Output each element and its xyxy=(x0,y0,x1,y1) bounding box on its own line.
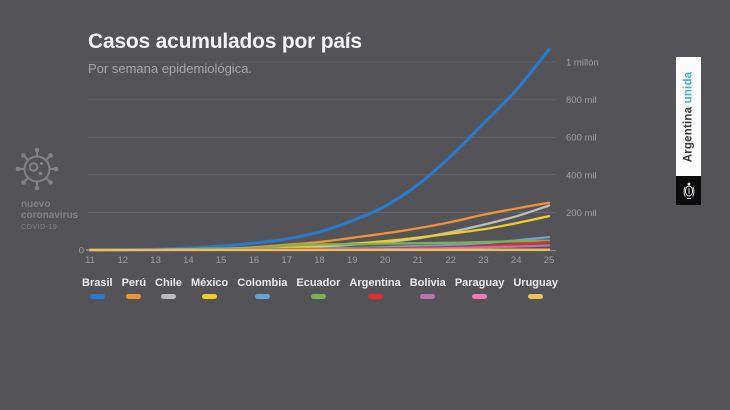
argentina-word: Argentina xyxy=(682,106,695,162)
covid-branding: nuevo coronavirus COVID-19 xyxy=(14,146,84,231)
legend-swatch xyxy=(126,294,142,299)
legend-label: Perú xyxy=(121,277,147,289)
legend-swatch xyxy=(161,294,176,299)
argentina-unida-label: Argentina unida xyxy=(683,71,695,162)
legend-item-paraguay: Paraguay xyxy=(454,277,505,299)
x-tick-label: 17 xyxy=(281,255,292,266)
legend-item-mexico: México xyxy=(191,277,228,299)
legend-item-peru: Perú xyxy=(122,277,146,299)
legend-label: Argentina xyxy=(349,277,401,289)
y-tick-label: 1 millón xyxy=(566,58,599,69)
legend-item-uruguay: Uruguay xyxy=(513,277,558,299)
y-tick-label: 200 mil xyxy=(566,208,597,219)
brand-word-nuevo: nuevo xyxy=(21,199,51,210)
legend-swatch xyxy=(528,294,544,299)
legend-label: Uruguay xyxy=(513,277,558,289)
legend-label: Ecuador xyxy=(296,277,341,289)
argentina-coat-of-arms-icon xyxy=(683,182,694,199)
legend-label: Paraguay xyxy=(454,277,505,289)
x-tick-label: 22 xyxy=(445,255,456,266)
y-tick-label: 600 mil xyxy=(566,133,597,144)
series-line-brasil xyxy=(88,47,551,252)
x-tick-label: 20 xyxy=(380,255,391,266)
brand-word-coronavirus: coronavirus xyxy=(21,209,79,221)
legend-label: Bolivia xyxy=(409,277,446,289)
legend-swatch xyxy=(202,294,218,299)
x-tick-label: 11 xyxy=(85,255,95,266)
legend-item-chile: Chile xyxy=(155,277,182,299)
chart-header: Casos acumulados por país Por semana epi… xyxy=(88,30,362,76)
legend-swatch xyxy=(310,294,326,299)
x-tick-label: 25 xyxy=(544,255,555,266)
y-tick-label: 400 mil xyxy=(566,170,597,181)
x-tick-label: 13 xyxy=(150,255,161,266)
y-tick-label-0: 0 xyxy=(79,246,84,257)
legend-swatch xyxy=(367,294,383,299)
x-tick-label: 12 xyxy=(117,255,128,266)
legend-swatch xyxy=(89,294,105,299)
x-tick-label: 14 xyxy=(183,255,194,266)
legend-item-ecuador: Ecuador xyxy=(296,277,340,299)
legend-swatch xyxy=(472,294,488,299)
legend-item-argentina: Argentina xyxy=(349,277,401,299)
legend-label: Brasil xyxy=(82,277,113,289)
x-tick-label: 16 xyxy=(249,255,260,266)
legend-label: Chile xyxy=(155,277,182,289)
legend-swatch xyxy=(420,294,436,299)
page-subtitle: Por semana epidemiológica. xyxy=(88,61,253,76)
x-tick-label: 21 xyxy=(413,255,424,266)
x-tick-label: 15 xyxy=(216,255,227,266)
legend-item-colombia: Colombia xyxy=(237,277,287,299)
argentina-unida-banner: Argentina unida xyxy=(676,57,701,176)
x-tick-label: 19 xyxy=(347,255,358,266)
coronavirus-icon xyxy=(15,147,59,191)
brand-word-covid19: COVID-19 xyxy=(21,224,58,231)
virus-spikes xyxy=(15,147,59,191)
legend-swatch xyxy=(254,294,270,299)
national-emblem-box xyxy=(676,176,701,205)
legend-item-brasil: Brasil xyxy=(82,277,113,299)
chart-legend: Brasil Perú Chile México Colombia Ecuador Arge… xyxy=(82,277,558,299)
unida-word: unida xyxy=(682,71,695,103)
y-tick-label: 800 mil xyxy=(566,95,597,106)
page-title: Casos acumulados por país xyxy=(88,30,362,53)
x-tick-label: 24 xyxy=(511,255,522,266)
x-tick-label: 23 xyxy=(478,255,489,266)
legend-label: Colombia xyxy=(237,277,288,289)
x-tick-label: 18 xyxy=(314,255,325,266)
legend-item-bolivia: Bolivia xyxy=(410,277,446,299)
legend-label: México xyxy=(190,277,229,289)
